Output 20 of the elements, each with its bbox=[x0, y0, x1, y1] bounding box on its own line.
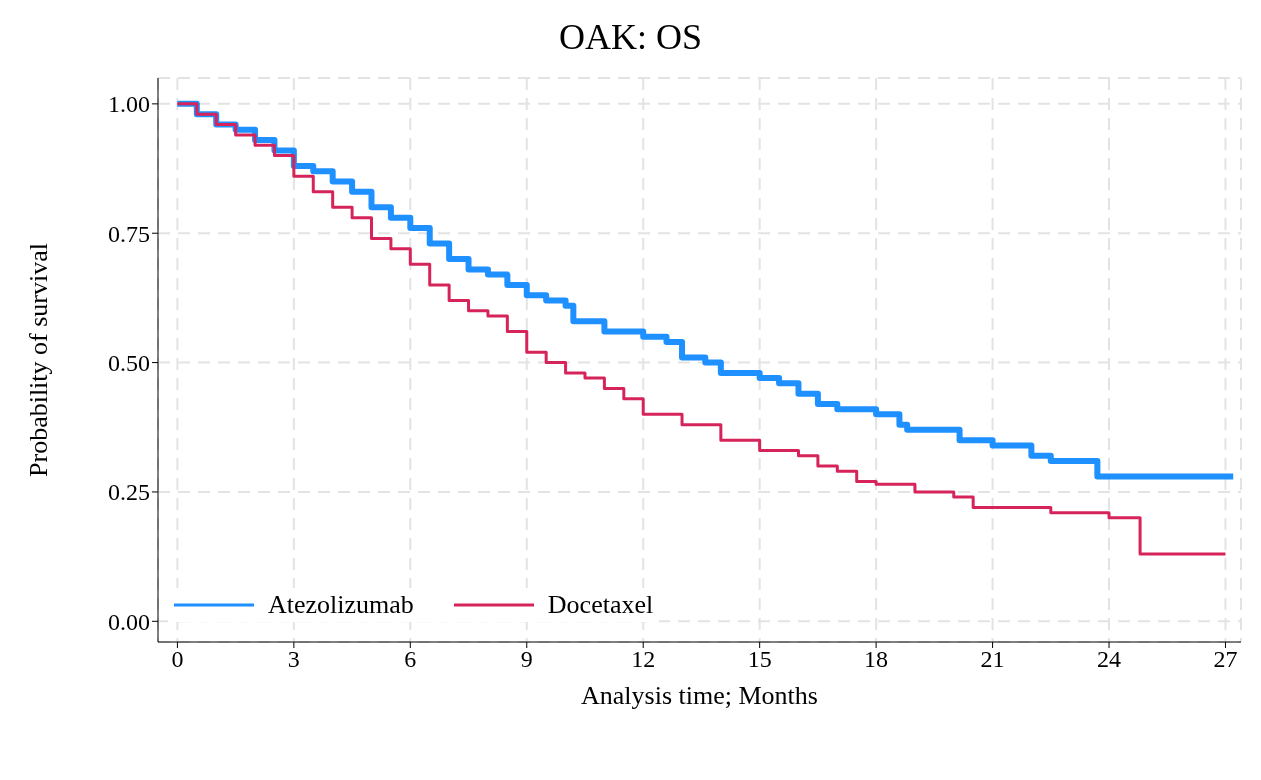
x-tick-label: 27 bbox=[1213, 646, 1238, 673]
x-tick-label: 9 bbox=[520, 646, 533, 673]
x-tick-label: 24 bbox=[1097, 646, 1122, 673]
x-tick-label: 18 bbox=[864, 646, 889, 673]
y-tick-label: 0.25 bbox=[108, 479, 150, 506]
x-tick-label: 3 bbox=[287, 646, 300, 673]
y-tick-label: 0.00 bbox=[108, 608, 150, 635]
x-tick-label: 21 bbox=[980, 646, 1005, 673]
x-axis-title: Analysis time; Months bbox=[581, 681, 818, 710]
y-tick-label: 0.75 bbox=[108, 220, 150, 247]
legend-label: Docetaxel bbox=[547, 590, 654, 620]
x-tick-label: 15 bbox=[747, 646, 772, 673]
y-tick-label: 0.50 bbox=[108, 350, 150, 377]
chart-title: OAK: OS bbox=[558, 16, 703, 57]
y-axis-title: Probability of survival bbox=[24, 243, 54, 477]
y-tick-label: 1.00 bbox=[108, 91, 150, 118]
legend-label: Atezolizumab bbox=[268, 590, 414, 620]
x-tick-label: 0 bbox=[171, 646, 184, 673]
x-tick-label: 12 bbox=[631, 646, 656, 673]
x-tick-label: 6 bbox=[404, 646, 417, 673]
